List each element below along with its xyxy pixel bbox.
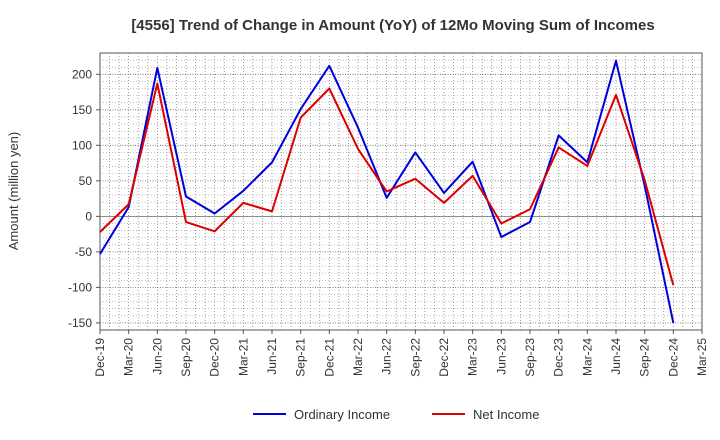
legend-label-ordinary-income: Ordinary Income xyxy=(294,407,390,422)
y-axis-label: Amount (million yen) xyxy=(6,132,21,251)
x-tick-label: Sep-24 xyxy=(638,338,652,377)
x-tick-label: Dec-21 xyxy=(322,338,336,377)
y-tick-label: 200 xyxy=(72,67,92,81)
x-tick-label: Jun-23 xyxy=(494,338,508,375)
x-tick-label: Mar-20 xyxy=(122,338,136,376)
series-line-net-income xyxy=(99,82,675,286)
x-tick-label: Dec-20 xyxy=(208,338,222,377)
x-tick-label: Sep-22 xyxy=(408,338,422,377)
x-tick-label: Mar-21 xyxy=(236,338,250,376)
plot-area xyxy=(99,52,703,331)
x-tick-label: Sep-23 xyxy=(523,338,537,377)
x-tick-label: Jun-20 xyxy=(150,338,164,375)
x-tick-label: Dec-22 xyxy=(437,338,451,377)
legend-label-net-income: Net Income xyxy=(473,407,539,422)
y-tick-label: 150 xyxy=(72,103,92,117)
plot-frame xyxy=(99,52,703,331)
x-axis-ticks: Dec-19 Mar-20 Jun-20 Sep-20 Dec-20 Mar-21 Jun-… xyxy=(93,330,709,377)
legend: Ordinary Income Net Income xyxy=(253,407,539,422)
y-tick-label: -150 xyxy=(68,316,92,330)
x-tick-label: Jun-24 xyxy=(609,338,623,375)
x-tick-label: Mar-22 xyxy=(351,338,365,376)
series-lines xyxy=(99,59,675,324)
x-tick-label: Mar-25 xyxy=(695,338,709,376)
y-tick-label: 100 xyxy=(72,138,92,152)
x-tick-label: Dec-24 xyxy=(666,338,680,377)
x-tick-label: Mar-23 xyxy=(466,338,480,376)
x-tick-label: Jun-22 xyxy=(380,338,394,375)
y-tick-label: 50 xyxy=(79,174,93,188)
y-axis-ticks: 200 150 100 50 0 -50 -100 -150 xyxy=(68,67,100,330)
chart-title: [4556] Trend of Change in Amount (YoY) o… xyxy=(131,17,654,34)
x-tick-label: Sep-21 xyxy=(294,338,308,377)
y-tick-label: -50 xyxy=(75,245,93,259)
y-tick-label: -100 xyxy=(68,280,92,294)
grid-lines xyxy=(100,53,702,330)
x-tick-label: Dec-19 xyxy=(93,338,107,377)
x-tick-label: Jun-21 xyxy=(265,338,279,375)
y-tick-label: 0 xyxy=(85,209,92,223)
x-tick-label: Mar-24 xyxy=(580,338,594,376)
x-tick-label: Dec-23 xyxy=(552,338,566,377)
series-line-ordinary-income xyxy=(99,59,675,324)
x-tick-label: Sep-20 xyxy=(179,338,193,377)
